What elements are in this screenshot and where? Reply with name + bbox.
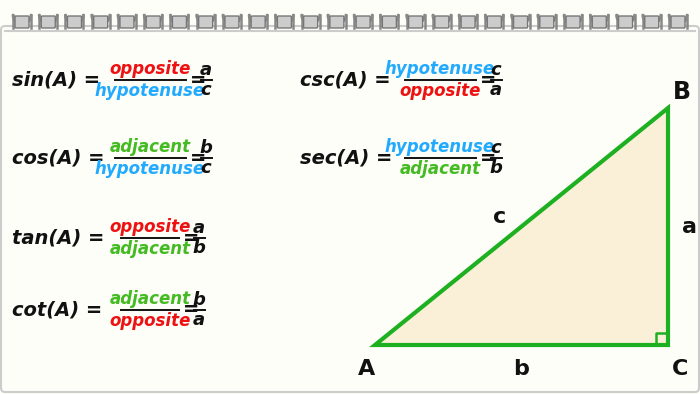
Text: C: C <box>672 359 688 379</box>
FancyBboxPatch shape <box>199 16 213 28</box>
Text: =: = <box>190 71 206 89</box>
FancyBboxPatch shape <box>409 16 423 28</box>
Text: c: c <box>490 61 500 79</box>
FancyBboxPatch shape <box>15 16 29 28</box>
Text: c: c <box>490 139 500 157</box>
Text: a: a <box>489 81 502 99</box>
Text: b: b <box>193 291 206 309</box>
Text: b: b <box>514 359 529 379</box>
FancyBboxPatch shape <box>619 16 633 28</box>
Text: adjacent: adjacent <box>109 138 190 156</box>
FancyBboxPatch shape <box>146 16 160 28</box>
FancyBboxPatch shape <box>251 16 265 28</box>
FancyBboxPatch shape <box>67 16 81 28</box>
Text: csc(A) =: csc(A) = <box>300 71 391 89</box>
Text: a: a <box>199 61 211 79</box>
Text: a: a <box>193 311 205 329</box>
Text: cos(A) =: cos(A) = <box>12 149 104 167</box>
Text: opposite: opposite <box>109 60 190 78</box>
Text: c: c <box>200 81 211 99</box>
Text: hypotenuse: hypotenuse <box>385 60 495 78</box>
FancyBboxPatch shape <box>435 16 449 28</box>
FancyBboxPatch shape <box>487 16 501 28</box>
FancyBboxPatch shape <box>461 16 475 28</box>
Text: sec(A) =: sec(A) = <box>300 149 393 167</box>
Text: =: = <box>480 71 496 89</box>
Text: opposite: opposite <box>399 82 481 100</box>
FancyBboxPatch shape <box>356 16 370 28</box>
Text: adjacent: adjacent <box>109 290 190 308</box>
Text: hypotenuse: hypotenuse <box>95 82 205 100</box>
Text: =: = <box>190 149 206 167</box>
FancyBboxPatch shape <box>277 16 291 28</box>
FancyBboxPatch shape <box>514 16 528 28</box>
Text: opposite: opposite <box>109 312 190 330</box>
FancyBboxPatch shape <box>645 16 659 28</box>
Text: hypotenuse: hypotenuse <box>95 160 205 178</box>
Text: opposite: opposite <box>109 218 190 236</box>
Text: c: c <box>200 159 211 177</box>
Text: =: = <box>183 301 199 320</box>
FancyBboxPatch shape <box>592 16 606 28</box>
Text: a: a <box>682 216 697 236</box>
FancyBboxPatch shape <box>225 16 239 28</box>
FancyBboxPatch shape <box>172 16 186 28</box>
Text: adjacent: adjacent <box>109 240 190 258</box>
Text: a: a <box>193 219 205 237</box>
FancyBboxPatch shape <box>540 16 554 28</box>
Text: b: b <box>489 159 502 177</box>
FancyBboxPatch shape <box>671 16 685 28</box>
FancyBboxPatch shape <box>1 26 699 392</box>
Text: b: b <box>193 239 206 257</box>
Text: c: c <box>493 206 506 227</box>
FancyBboxPatch shape <box>120 16 134 28</box>
Polygon shape <box>375 108 668 345</box>
Text: =: = <box>480 149 496 167</box>
Text: A: A <box>358 359 376 379</box>
Text: B: B <box>673 80 691 104</box>
Text: =: = <box>183 229 199 247</box>
FancyBboxPatch shape <box>41 16 55 28</box>
Text: hypotenuse: hypotenuse <box>385 138 495 156</box>
Text: tan(A) =: tan(A) = <box>12 229 104 247</box>
FancyBboxPatch shape <box>382 16 396 28</box>
FancyBboxPatch shape <box>330 16 344 28</box>
FancyBboxPatch shape <box>94 16 108 28</box>
Text: cot(A) =: cot(A) = <box>12 301 102 320</box>
FancyBboxPatch shape <box>304 16 318 28</box>
Text: adjacent: adjacent <box>400 160 481 178</box>
Text: sin(A) =: sin(A) = <box>12 71 100 89</box>
FancyBboxPatch shape <box>566 16 580 28</box>
Text: b: b <box>199 139 212 157</box>
